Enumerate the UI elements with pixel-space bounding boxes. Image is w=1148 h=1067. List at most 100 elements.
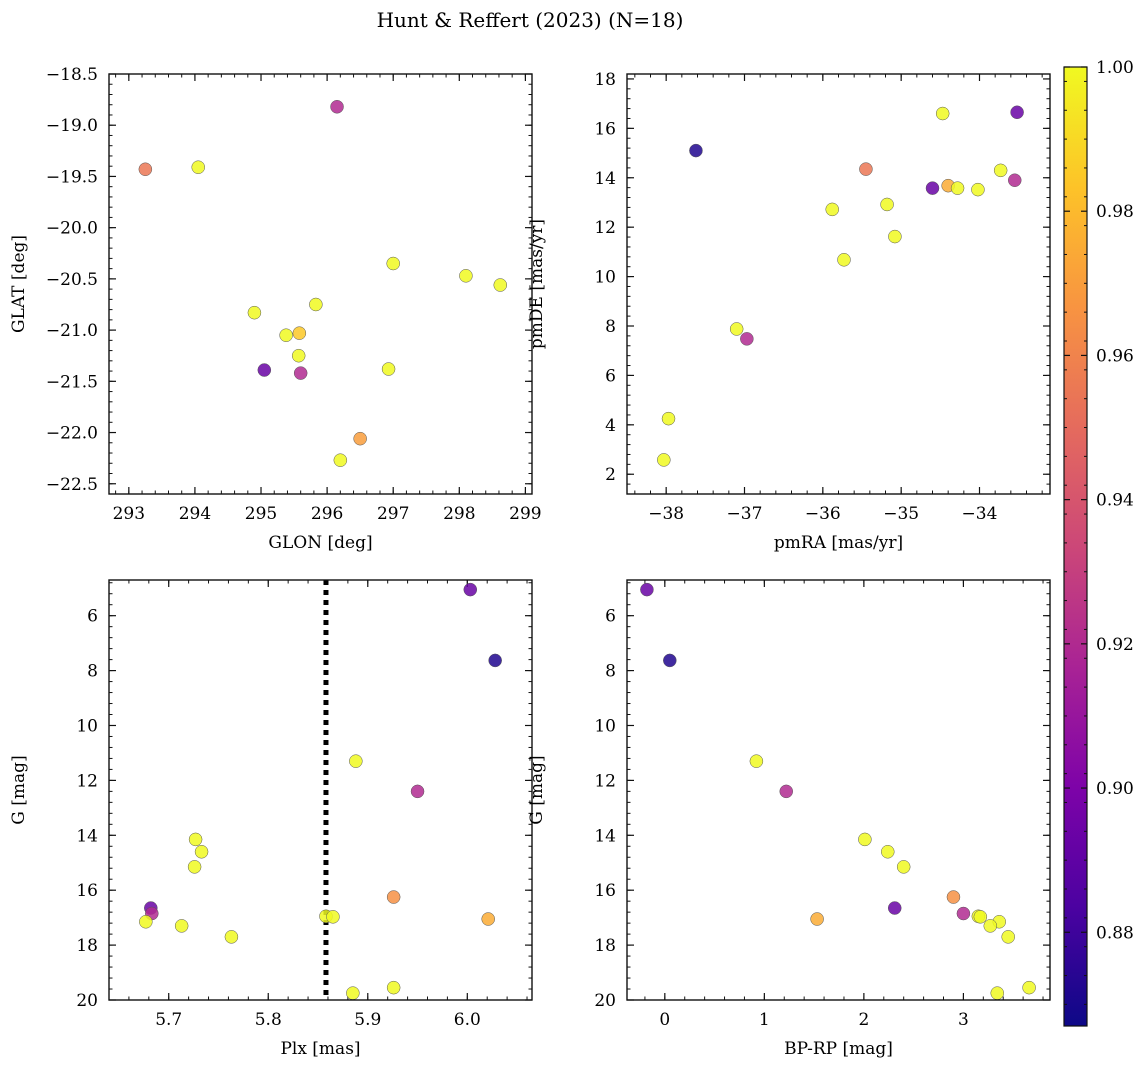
x-axis-label: BP-RP [mag]	[784, 1039, 893, 1059]
x-tick-label: 0	[659, 1010, 670, 1030]
panels: 293 294 295 296 297 298 299 −18.5 −19.0 −19.5 −20.…	[9, 65, 1051, 1059]
ticks	[627, 74, 1050, 495]
y-tick-label: 12	[594, 218, 616, 238]
data-point	[1022, 980, 1036, 995]
y-tick-label: 6	[605, 366, 616, 386]
data-point	[293, 366, 308, 380]
x-tick-label: −36	[805, 504, 841, 524]
axes-frame	[626, 579, 1051, 1001]
data-point	[990, 986, 1004, 1000]
y-tick-label: 18	[594, 70, 616, 90]
y-tick-label: 14	[594, 169, 616, 189]
y-tick-label: 10	[76, 716, 98, 736]
data-point	[481, 912, 495, 926]
data-point	[983, 919, 998, 933]
ticks	[109, 73, 532, 495]
x-tick-label: 293	[113, 504, 145, 524]
colorbar-tick-label: 0.90	[1096, 779, 1134, 799]
data-point	[1010, 105, 1024, 120]
y-axis-label: GLAT [deg]	[9, 235, 29, 333]
data-point	[410, 784, 425, 799]
y-tick-label: 6	[605, 607, 616, 627]
figure-title: Hunt & Reffert (2023) (N=18)	[377, 8, 684, 32]
x-axis-label: Plx [mas]	[280, 1039, 360, 1059]
x-tick-label: 3	[958, 1010, 969, 1030]
data-point	[279, 328, 293, 342]
y-tick-label: −21.0	[46, 321, 98, 341]
colorbar: 0.88 0.90 0.92 0.94 0.96 0.98 1.00	[1063, 58, 1134, 1027]
data-point	[309, 297, 323, 312]
data-point	[353, 431, 367, 446]
colorbar-tick-label: 0.88	[1096, 923, 1134, 943]
y-tick-label: 16	[594, 881, 616, 901]
data-point	[971, 182, 985, 197]
y-tick-label: 20	[594, 991, 616, 1011]
panel-glon-glat: 293 294 295 296 297 298 299 −18.5 −19.0 −19.5 −20.…	[9, 65, 542, 553]
data-point	[749, 754, 764, 768]
data-point	[381, 362, 396, 376]
data-point	[888, 229, 902, 244]
x-axis-label: pmRA [mas/yr]	[774, 533, 903, 553]
ticks	[109, 580, 532, 1001]
data-point	[837, 253, 851, 267]
x-tick-label: 294	[179, 504, 211, 524]
axes-frame	[108, 579, 533, 1001]
data-point	[779, 784, 793, 799]
data-point	[349, 754, 363, 768]
data-point	[247, 305, 262, 320]
y-tick-label: −21.5	[46, 372, 98, 392]
data-point	[386, 890, 401, 904]
data-point	[810, 912, 824, 926]
colorbar-tick-label: 0.96	[1096, 346, 1134, 366]
data-point	[194, 845, 209, 859]
data-point	[640, 582, 654, 597]
x-tick-label: 5.7	[155, 1010, 182, 1030]
data-point	[138, 162, 153, 177]
data-point	[463, 582, 478, 597]
colorbar-tick-label: 0.92	[1096, 635, 1134, 655]
y-tick-label: 6	[87, 607, 98, 627]
x-tick-label: −35	[883, 504, 919, 524]
data-point	[488, 653, 502, 668]
data-point	[292, 326, 307, 340]
y-tick-label: 12	[594, 771, 616, 791]
x-axis-label: GLON [deg]	[268, 533, 372, 553]
data-point	[333, 453, 348, 467]
y-tick-label: 14	[76, 826, 98, 846]
y-tick-label: 4	[605, 416, 616, 436]
data-point	[946, 890, 961, 904]
y-axis-label: G [mag]	[9, 755, 29, 824]
y-tick-label: −22.5	[46, 475, 98, 495]
y-tick-label: 8	[605, 662, 616, 682]
data-point	[459, 269, 473, 283]
x-tick-label: 298	[443, 504, 475, 524]
y-tick-label: 16	[76, 881, 98, 901]
x-tick-label: 1	[759, 1010, 770, 1030]
data-point	[139, 915, 153, 929]
y-tick-label: −18.5	[46, 65, 98, 85]
data-point	[729, 322, 744, 336]
x-tick-label: −37	[727, 504, 763, 524]
data-point	[950, 181, 965, 195]
data-point	[188, 832, 203, 847]
data-point	[881, 845, 895, 859]
y-tick-label: 10	[594, 268, 616, 288]
data-point	[657, 453, 671, 467]
x-tick-label: −38	[648, 504, 684, 524]
y-tick-label: −20.0	[46, 219, 98, 239]
y-tick-label: −20.5	[46, 270, 98, 290]
y-tick-label: 16	[594, 119, 616, 139]
y-axis-label: pmDE [mas/yr]	[527, 219, 547, 349]
data-point	[330, 100, 344, 114]
x-tick-label: 296	[311, 504, 343, 524]
y-tick-label: 14	[594, 826, 616, 846]
colorbar-gradient	[1063, 66, 1088, 1027]
panel-pmra-pmde: −38 −37 −36 −35 −34 2 4 6 8 10 12 14 16 18 pmRA [mas/y…	[527, 70, 1051, 553]
x-tick-label: 295	[245, 504, 277, 524]
data-point	[493, 278, 508, 292]
data-point	[224, 930, 239, 944]
data-point	[887, 901, 902, 915]
colorbar-tick-label: 1.00	[1096, 58, 1134, 78]
